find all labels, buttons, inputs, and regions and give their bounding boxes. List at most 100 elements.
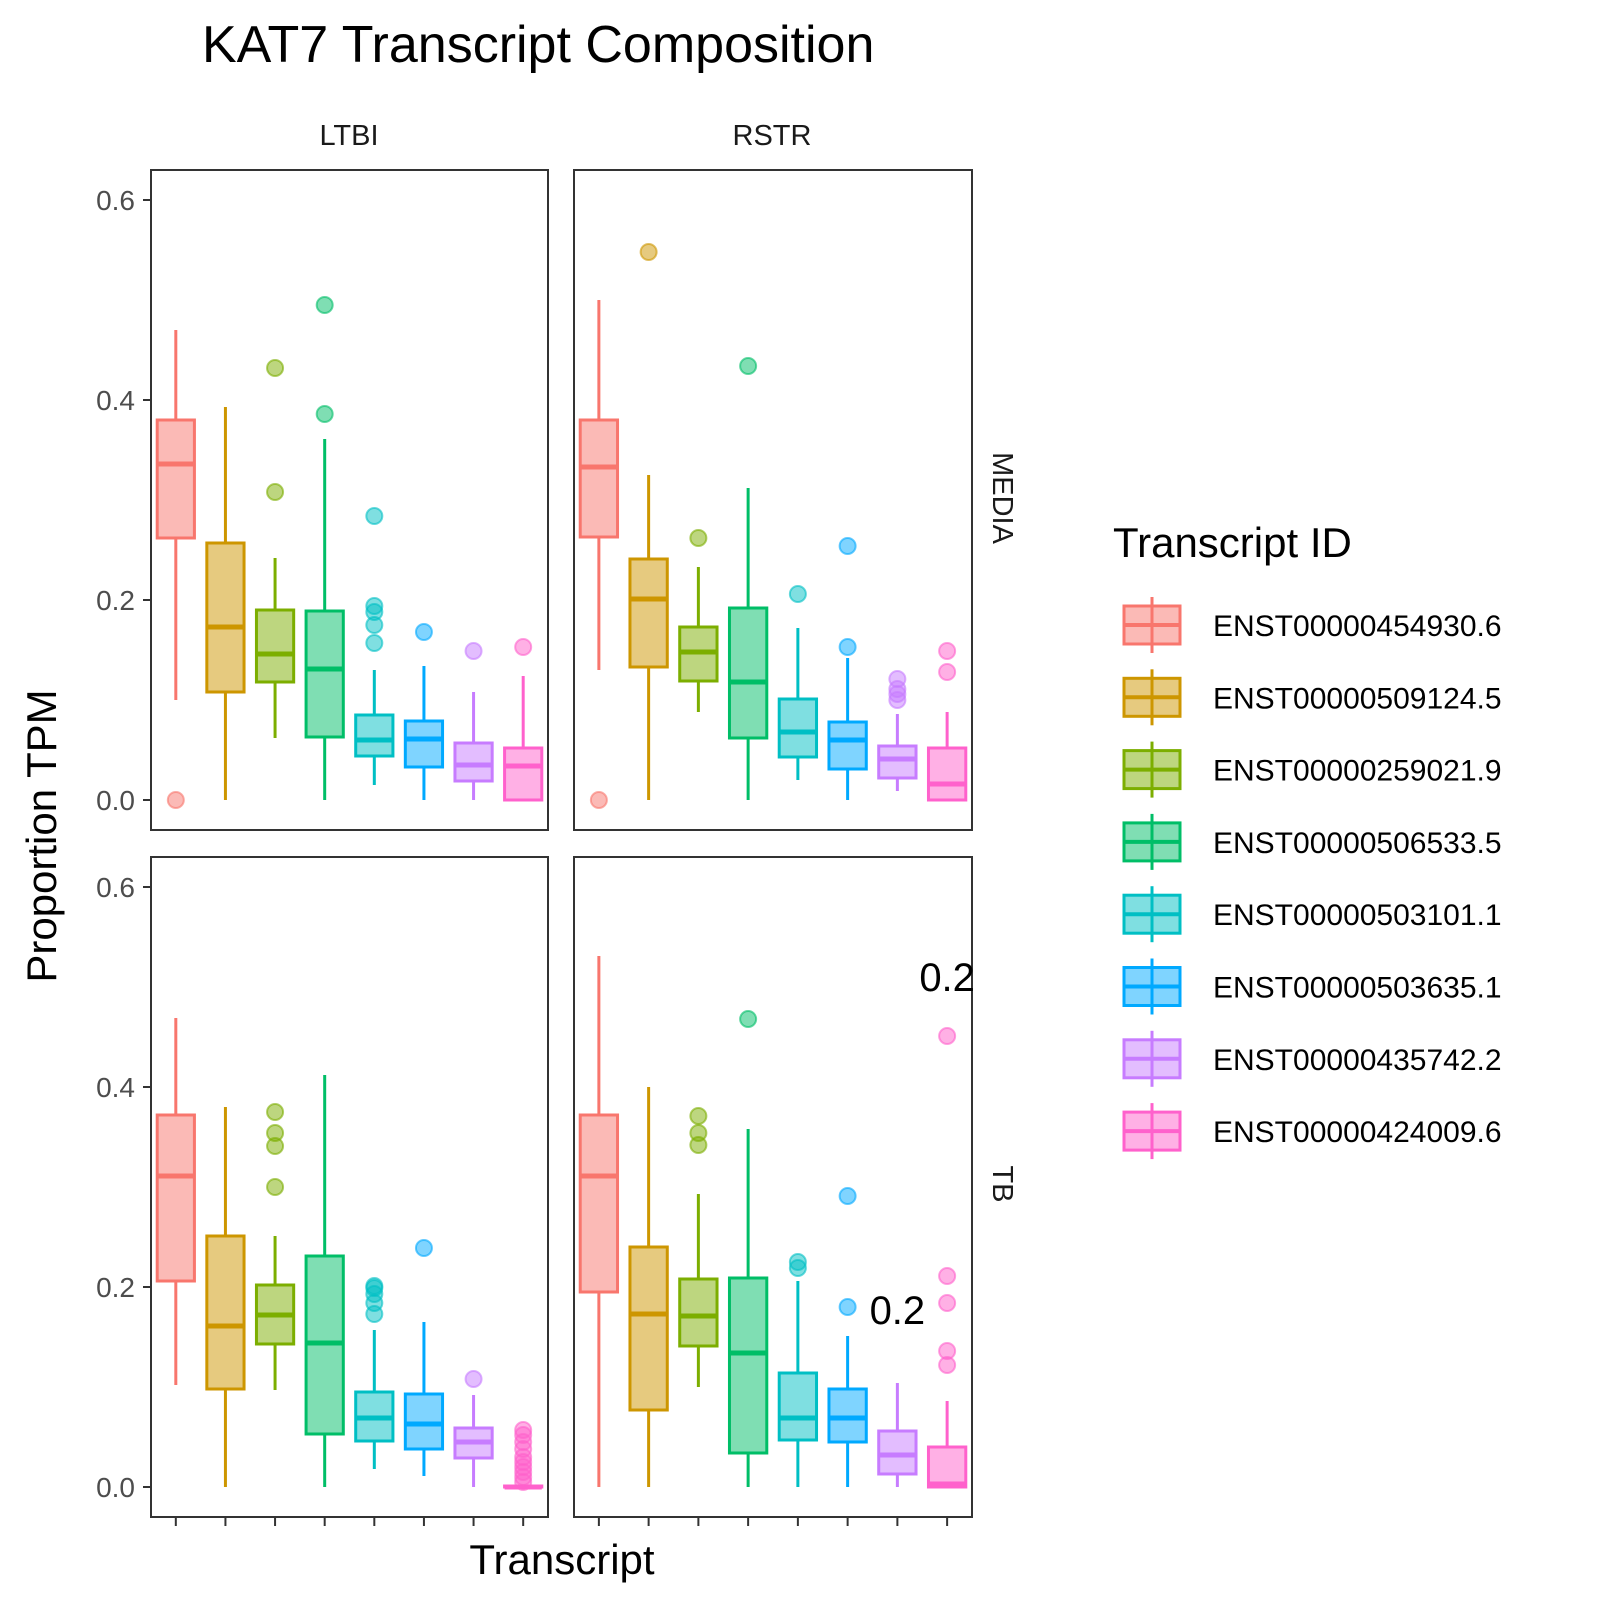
- x-axis-title: Transcript: [469, 1536, 654, 1583]
- y-tick-label: 0.0: [96, 785, 135, 816]
- facet-label-tb: TB: [986, 1165, 1018, 1202]
- box-body: [727, 606, 769, 740]
- outlier-point: [788, 1253, 807, 1271]
- box-ENST00000506533.5: [727, 1010, 769, 1487]
- panel-border: [150, 856, 549, 1518]
- box-body: [727, 1276, 769, 1455]
- box-ENST00000503635.1: [827, 537, 868, 800]
- outlier-point: [639, 243, 658, 261]
- box-ENST00000503101.1: [777, 1253, 819, 1487]
- legend-label: ENST00000503635.1: [1213, 972, 1502, 1005]
- panel-border: [150, 169, 549, 831]
- legend-label: ENST00000424009.6: [1213, 1116, 1502, 1149]
- outlier-point: [938, 1294, 957, 1312]
- box-ENST00000435742.2: [453, 1370, 494, 1487]
- box-ENST00000454930.6: [155, 1018, 196, 1385]
- outlier-point: [514, 1421, 533, 1439]
- y-tick-label: 0.2: [96, 1272, 135, 1303]
- facet-label-ltbi: LTBI: [319, 120, 378, 152]
- legend-label: ENST00000509124.5: [1213, 682, 1502, 715]
- legend-item: ENST00000424009.6: [1122, 1103, 1502, 1160]
- box-ENST00000435742.2: [877, 1383, 918, 1487]
- box-ENST00000509124.5: [628, 243, 669, 800]
- box-ENST00000506533.5: [304, 296, 345, 800]
- legend-title: Transcript ID: [1113, 519, 1352, 566]
- legend-item: ENST00000259021.9: [1122, 741, 1502, 798]
- box-ENST00000503635.1: [403, 623, 445, 800]
- chart-title: KAT7 Transcript Composition: [202, 16, 874, 74]
- y-axis-title: Proportion TPM: [18, 689, 65, 982]
- outlier-point: [938, 663, 957, 681]
- box-body: [205, 1234, 246, 1391]
- outlier-point: [938, 1267, 957, 1285]
- box-ENST00000503101.1: [354, 1277, 395, 1469]
- legend-label: ENST00000506533.5: [1213, 827, 1502, 860]
- legend-item: ENST00000503101.1: [1122, 886, 1502, 943]
- box-body: [578, 418, 620, 539]
- box-ENST00000506533.5: [304, 1075, 345, 1487]
- box-ENST00000424009.6: [503, 638, 544, 802]
- outlier-point: [315, 296, 334, 314]
- outlier-point: [266, 1178, 285, 1196]
- outlier-point: [838, 638, 857, 656]
- box-body: [354, 713, 395, 758]
- box-ENST00000435742.2: [453, 642, 494, 800]
- outlier-point: [365, 1277, 384, 1295]
- box-ENST00000509124.5: [628, 1087, 669, 1487]
- box-ENST00000435742.2: [877, 670, 918, 791]
- box-ENST00000424009.6: [503, 1421, 544, 1491]
- box-body: [155, 418, 196, 540]
- box-ENST00000259021.9: [254, 359, 296, 738]
- outlier-point: [689, 1107, 708, 1125]
- box-body: [403, 719, 445, 769]
- outlier-point: [414, 623, 433, 641]
- legend-label: ENST00000435742.2: [1213, 1044, 1502, 1077]
- box-body: [304, 609, 345, 739]
- annotation-label: 0.2: [870, 1289, 926, 1333]
- box-ENST00000503101.1: [354, 507, 395, 785]
- y-tick-label: 0.4: [96, 1072, 135, 1103]
- plot-panels: 0.0 0.2 0.4 0.6 0.0 0.2 0.4 0.6 0.2 0.2: [96, 169, 975, 1526]
- panel-ltbi-media: 0.0 0.2 0.4 0.6: [96, 169, 549, 831]
- box-body: [205, 541, 246, 694]
- legend-label: ENST00000454930.6: [1213, 610, 1502, 643]
- outlier-point: [464, 1370, 483, 1388]
- legend-label: ENST00000503101.1: [1213, 899, 1502, 932]
- panel-border: [573, 169, 973, 831]
- outlier-point: [365, 507, 384, 525]
- box-ENST00000503635.1: [403, 1239, 445, 1476]
- box-body: [155, 1113, 196, 1283]
- outlier-point: [689, 1124, 708, 1142]
- facet-label-rstr: RSTR: [733, 120, 812, 152]
- box-body: [926, 1445, 968, 1489]
- y-tick-label: 0.6: [96, 185, 135, 216]
- outlier-point: [838, 1298, 857, 1316]
- outlier-point: [739, 1010, 758, 1028]
- legend-item: ENST00000509124.5: [1122, 669, 1502, 726]
- outlier-point: [365, 597, 384, 615]
- legend-item: ENST00000506533.5: [1122, 813, 1502, 870]
- box-ENST00000454930.6: [578, 956, 620, 1487]
- box-ENST00000259021.9: [678, 1107, 719, 1387]
- outlier-point: [166, 791, 185, 809]
- outlier-point: [788, 585, 807, 603]
- legend-item: ENST00000503635.1: [1122, 958, 1502, 1015]
- box-body: [254, 608, 296, 684]
- legend-item: ENST00000435742.2: [1122, 1030, 1502, 1087]
- legend-item: ENST00000454930.6: [1122, 597, 1502, 653]
- outlier-point: [315, 405, 334, 423]
- box-body: [777, 697, 819, 759]
- outlier-point: [365, 634, 384, 652]
- box-ENST00000259021.9: [254, 1103, 296, 1390]
- box-body: [628, 557, 669, 669]
- y-tick-label: 0.4: [96, 385, 135, 416]
- box-body: [777, 1371, 819, 1442]
- box-body: [678, 1277, 719, 1348]
- outlier-point: [266, 359, 285, 377]
- outlier-point: [514, 638, 533, 656]
- box-ENST00000506533.5: [727, 357, 769, 800]
- outlier-point: [266, 1103, 285, 1121]
- box-ENST00000509124.5: [205, 407, 246, 800]
- panel-rstr-media: [573, 169, 973, 831]
